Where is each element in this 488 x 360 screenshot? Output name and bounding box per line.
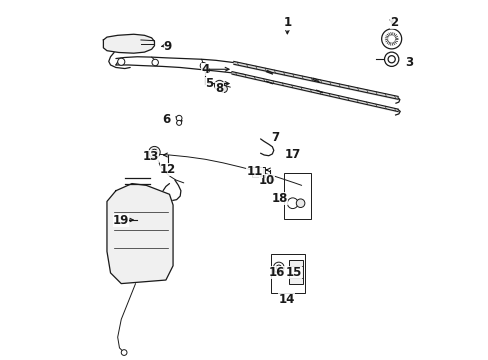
Text: 18: 18 [271,192,288,205]
Text: 13: 13 [142,149,159,163]
Circle shape [152,59,158,66]
Text: 2: 2 [390,16,398,29]
Circle shape [276,265,281,270]
Text: 1: 1 [283,16,291,29]
Bar [283,173,310,219]
Bar [288,260,303,284]
Text: 7: 7 [270,131,278,144]
Text: 16: 16 [268,266,284,279]
Circle shape [151,149,157,155]
Polygon shape [107,184,173,284]
Circle shape [200,63,206,69]
Circle shape [176,115,182,121]
Circle shape [273,262,284,273]
Text: 9: 9 [163,40,171,53]
Circle shape [121,350,127,355]
Text: 3: 3 [404,55,412,69]
Circle shape [148,147,160,158]
Circle shape [204,68,209,73]
Text: 12: 12 [159,163,176,176]
Circle shape [381,29,401,49]
Text: 15: 15 [285,266,302,279]
Circle shape [220,85,227,93]
Circle shape [118,58,124,65]
Text: 17: 17 [284,148,300,161]
Circle shape [176,120,181,125]
Circle shape [387,56,394,63]
Circle shape [384,52,398,66]
Circle shape [214,80,224,90]
Circle shape [287,198,298,208]
Text: 19: 19 [113,213,129,226]
Text: 8: 8 [215,82,223,95]
Circle shape [296,199,304,207]
Text: 6: 6 [162,113,170,126]
Polygon shape [103,34,154,53]
Text: 5: 5 [204,77,212,90]
Bar [251,167,264,177]
Text: 4: 4 [201,63,209,76]
Bar [271,254,305,293]
Text: 14: 14 [278,293,294,306]
Text: 10: 10 [258,174,274,187]
Text: 11: 11 [246,165,262,177]
